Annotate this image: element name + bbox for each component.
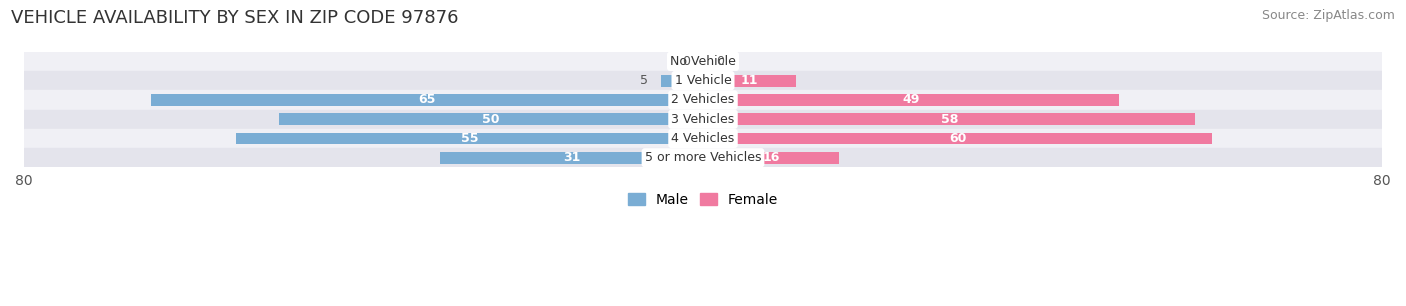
Bar <box>703 132 1212 144</box>
Bar <box>24 52 1382 71</box>
Bar <box>24 71 1382 90</box>
Bar <box>703 113 1195 125</box>
Text: 50: 50 <box>482 113 499 126</box>
Text: 1 Vehicle: 1 Vehicle <box>675 74 731 87</box>
Text: 3 Vehicles: 3 Vehicles <box>672 113 734 126</box>
Text: 5 or more Vehicles: 5 or more Vehicles <box>645 151 761 164</box>
Text: 16: 16 <box>762 151 779 164</box>
Text: 60: 60 <box>949 132 966 145</box>
Bar <box>440 152 703 164</box>
Bar <box>661 75 703 87</box>
Text: 31: 31 <box>562 151 581 164</box>
Text: Source: ZipAtlas.com: Source: ZipAtlas.com <box>1261 9 1395 22</box>
Text: 5: 5 <box>640 74 648 87</box>
Text: 0: 0 <box>682 55 690 68</box>
Text: 2 Vehicles: 2 Vehicles <box>672 93 734 106</box>
Text: 65: 65 <box>419 93 436 106</box>
Bar <box>703 152 839 164</box>
Legend: Male, Female: Male, Female <box>623 188 783 213</box>
Text: No Vehicle: No Vehicle <box>671 55 735 68</box>
Bar <box>152 94 703 106</box>
Bar <box>703 75 796 87</box>
Bar <box>24 110 1382 129</box>
Bar <box>703 94 1119 106</box>
Bar <box>24 90 1382 110</box>
Text: 49: 49 <box>903 93 920 106</box>
Text: 58: 58 <box>941 113 957 126</box>
Bar <box>236 132 703 144</box>
Text: VEHICLE AVAILABILITY BY SEX IN ZIP CODE 97876: VEHICLE AVAILABILITY BY SEX IN ZIP CODE … <box>11 9 458 27</box>
Bar <box>24 148 1382 167</box>
Text: 55: 55 <box>461 132 478 145</box>
Text: 11: 11 <box>741 74 758 87</box>
Text: 0: 0 <box>716 55 724 68</box>
Bar <box>24 129 1382 148</box>
Text: 4 Vehicles: 4 Vehicles <box>672 132 734 145</box>
Bar <box>278 113 703 125</box>
